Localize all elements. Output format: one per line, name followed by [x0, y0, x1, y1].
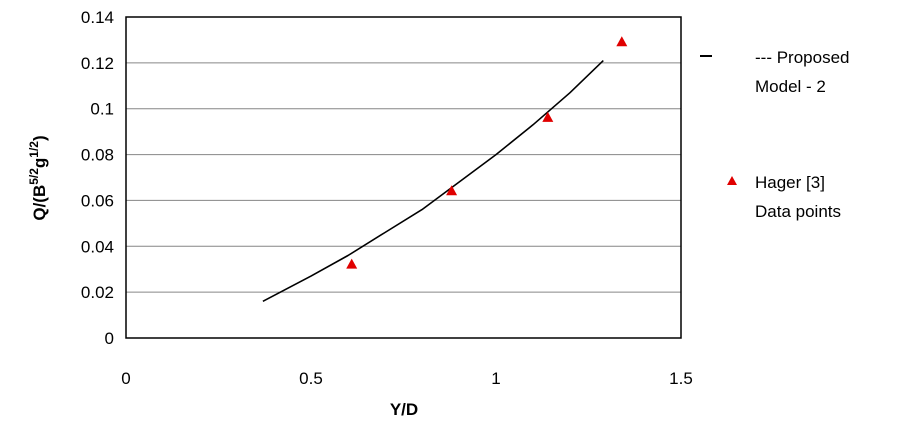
y-axis-label-sup1: 5/2: [27, 168, 41, 185]
x-tick-label: 1.5: [669, 369, 693, 388]
legend-label-proposed-line1: --- Proposed: [755, 48, 849, 67]
y-tick-label: 0.08: [81, 146, 114, 165]
legend-label-hager-line2: Data points: [755, 202, 841, 221]
data-point-triangle: [542, 111, 554, 122]
y-tick-label: 0.02: [81, 283, 114, 302]
legend-label-hager-line1: Hager [3]: [755, 173, 825, 192]
y-axis-label-mid: g: [30, 158, 49, 168]
x-tick-label: 0.5: [299, 369, 323, 388]
y-axis-label: Q/(B5/2g1/2): [27, 135, 49, 220]
y-axis-label-sup2: 1/2: [27, 141, 41, 158]
y-axis-label-main: Q/(B: [30, 185, 49, 221]
y-tick-label: 0: [105, 329, 114, 348]
y-tick-label: 0.12: [81, 54, 114, 73]
x-axis-ticks: 0 0.5 1 1.5: [121, 369, 693, 388]
chart-series: [262, 36, 628, 303]
y-tick-label: 0.06: [81, 191, 114, 210]
y-tick-label: 0.1: [90, 100, 114, 119]
series-line-proposed-model: [262, 60, 604, 303]
data-point-triangle: [616, 36, 628, 47]
legend-label-proposed-line2: Model - 2: [755, 77, 826, 96]
x-tick-label: 1: [491, 369, 500, 388]
grid-lines: [126, 62, 681, 293]
plot-area-frame: [125, 16, 682, 339]
data-point-triangle: [446, 185, 458, 196]
y-axis-label-end: ): [30, 135, 49, 141]
x-tick-label: 0: [121, 369, 130, 388]
y-tick-label: 0.14: [81, 8, 114, 27]
y-axis-ticks: 0 0.02 0.04 0.06 0.08 0.1 0.12 0.14: [81, 8, 114, 348]
y-tick-label: 0.04: [81, 237, 114, 256]
data-point-triangle: [346, 258, 358, 269]
legend: --- Proposed Model - 2 Hager [3] Data po…: [700, 48, 849, 221]
x-axis-label: Y/D: [390, 400, 418, 419]
legend-triangle-marker-icon: [727, 176, 737, 185]
